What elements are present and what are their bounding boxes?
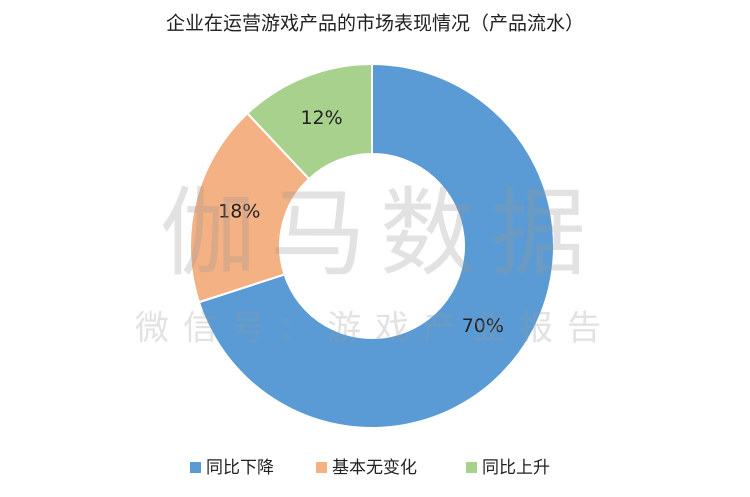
data-label: 12% xyxy=(300,107,342,129)
legend-label: 基本无变化 xyxy=(332,458,417,478)
watermark: 微信号：游戏产业报告 xyxy=(135,309,615,349)
legend-swatch xyxy=(316,462,327,473)
legend-label: 同比上升 xyxy=(482,458,550,478)
data-label: 70% xyxy=(462,315,504,337)
legend-label: 同比下降 xyxy=(206,458,274,478)
data-label: 18% xyxy=(218,200,260,222)
donut-segment xyxy=(245,62,373,181)
legend-swatch xyxy=(466,462,477,473)
watermark: 伽马数据 xyxy=(160,177,600,289)
legend-swatch xyxy=(190,462,201,473)
donut-segment xyxy=(189,111,311,304)
chart-title: 企业在运营游戏产品的市场表现情况（产品流水） xyxy=(166,13,584,35)
donut-segment xyxy=(197,62,555,429)
